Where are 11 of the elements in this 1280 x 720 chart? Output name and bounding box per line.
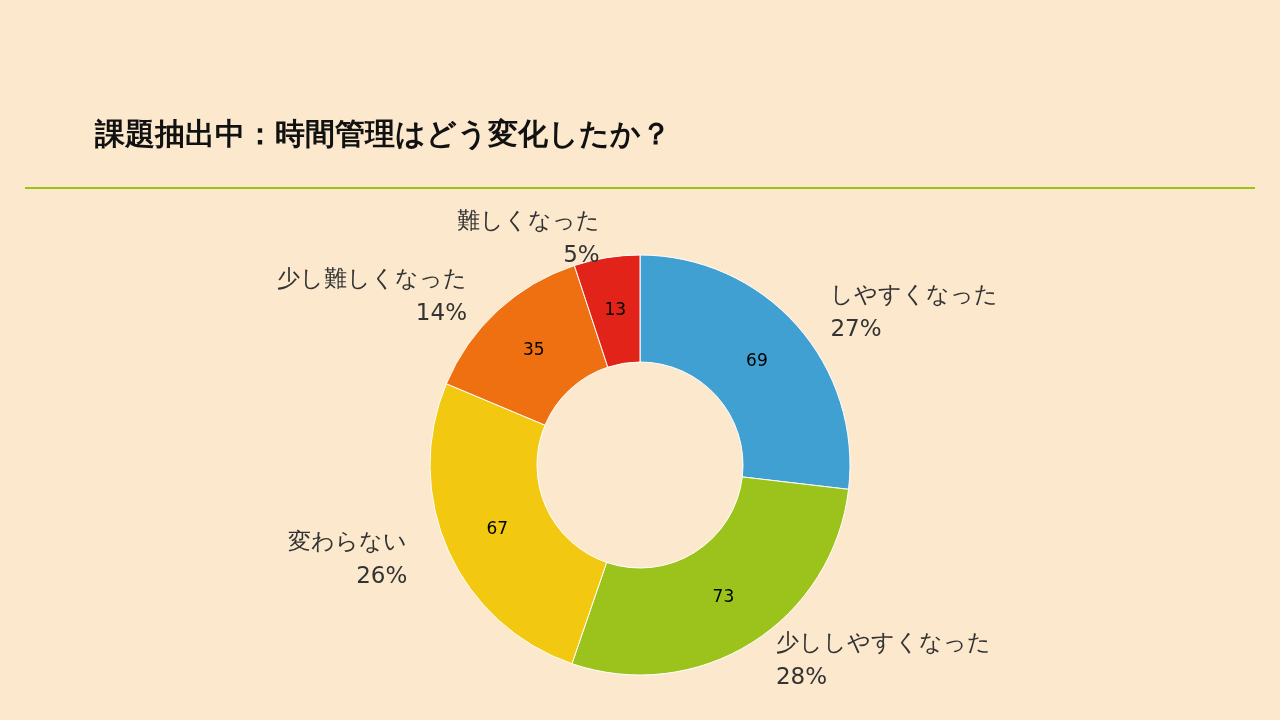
slice-label: 変わらない 26% (288, 528, 408, 589)
data-label: 35 (523, 339, 545, 360)
slice-label: 少ししやすくなった 28% (775, 628, 991, 689)
slice-label: しやすくなった 27% (830, 281, 999, 342)
data-label: 69 (746, 349, 768, 370)
slice-label: 難しくなった 5% (456, 206, 600, 267)
data-label: 73 (712, 586, 735, 607)
chart-title: 課題抽出中：時間管理はどう変化したか？ (94, 116, 671, 151)
slice-label: 少し難しくなった 14% (276, 265, 467, 326)
data-label: 13 (604, 299, 627, 320)
data-label: 67 (486, 518, 509, 539)
